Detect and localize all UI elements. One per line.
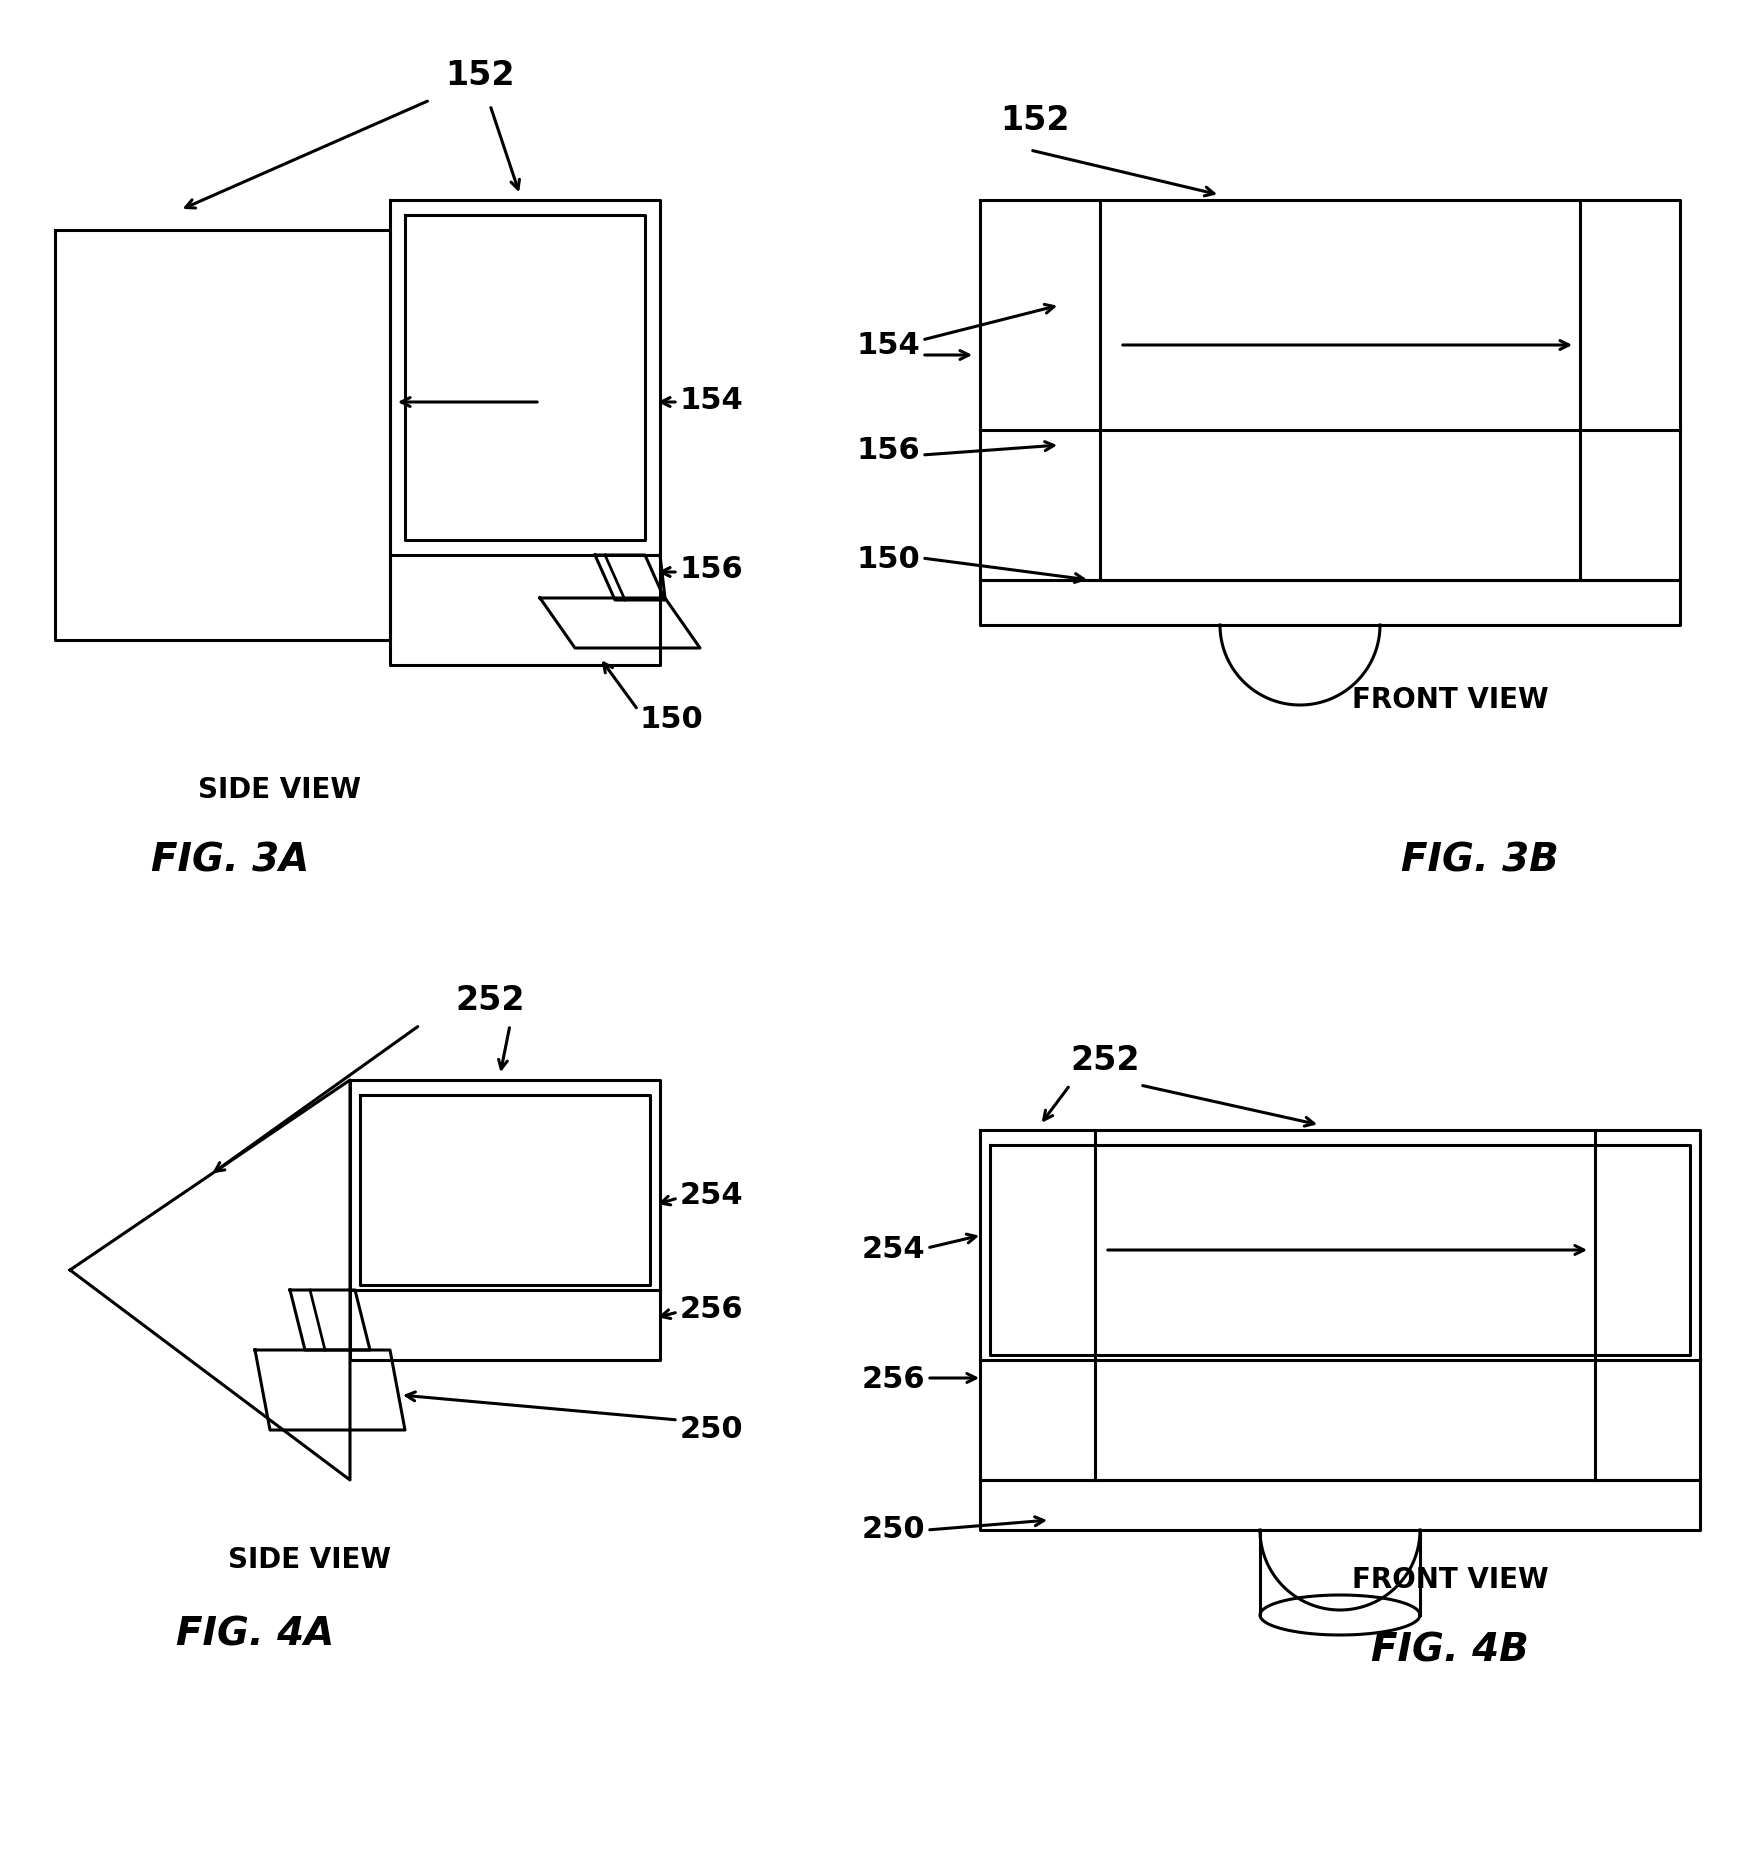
Text: FIG. 3B: FIG. 3B — [1400, 840, 1558, 879]
Text: FIG. 4A: FIG. 4A — [176, 1615, 333, 1655]
Text: SIDE VIEW: SIDE VIEW — [198, 775, 362, 803]
Text: 256: 256 — [862, 1366, 925, 1394]
Text: FIG. 4B: FIG. 4B — [1371, 1630, 1529, 1669]
Text: FRONT VIEW: FRONT VIEW — [1351, 1565, 1548, 1593]
Text: 154: 154 — [856, 331, 920, 359]
Text: 152: 152 — [446, 58, 514, 91]
Text: 150: 150 — [856, 545, 920, 574]
Text: 156: 156 — [679, 556, 744, 584]
Text: FIG. 3A: FIG. 3A — [151, 840, 309, 879]
Text: 256: 256 — [679, 1296, 744, 1324]
Text: 254: 254 — [862, 1236, 925, 1264]
Text: 150: 150 — [641, 706, 704, 734]
Text: 156: 156 — [856, 435, 920, 465]
Text: 152: 152 — [1000, 104, 1069, 136]
Text: 252: 252 — [1071, 1043, 1139, 1076]
Text: 250: 250 — [862, 1515, 925, 1545]
Text: 154: 154 — [679, 385, 744, 415]
Text: FRONT VIEW: FRONT VIEW — [1351, 686, 1548, 714]
Text: 254: 254 — [679, 1180, 744, 1210]
Text: SIDE VIEW: SIDE VIEW — [228, 1547, 391, 1575]
Text: 250: 250 — [679, 1415, 744, 1444]
Text: 252: 252 — [455, 983, 525, 1017]
